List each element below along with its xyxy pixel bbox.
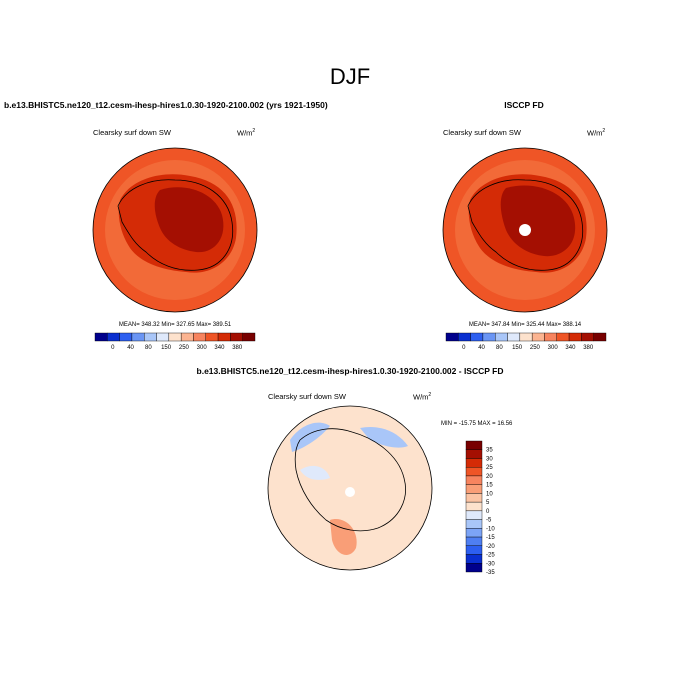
left-colorbar-tick-label: 380 [232, 345, 243, 351]
right-colorbar-swatch [482, 332, 496, 342]
right-colorbar-swatch [593, 332, 607, 342]
diff-colorbar-swatch [465, 563, 483, 573]
right-colorbar: 0 40 80 150 250 300 340 380 [445, 332, 607, 351]
left-colorbar-swatch [107, 332, 120, 342]
diff-colorbar-swatch [465, 449, 483, 459]
left-colorbar-swatch [230, 332, 243, 342]
left-colorbar-swatch [242, 332, 256, 342]
right-colorbar-tick-label: 150 [512, 345, 523, 351]
diff-colorbar-tick-label: -35 [486, 570, 495, 576]
right-colorbar-swatch [445, 332, 459, 342]
right-colorbar-tick-label: 80 [496, 345, 503, 351]
diff-map-border [267, 405, 433, 571]
left-colorbar: 0 40 80 150 250 300 340 380 [94, 332, 256, 351]
diff-colorbar-tick-label: 15 [486, 483, 493, 489]
diff-colorbar-tick-label: 20 [486, 474, 493, 480]
left-colorbar-tick-label: 340 [214, 345, 225, 351]
right-colorbar-swatch [519, 332, 533, 342]
right-colorbar-swatch [568, 332, 582, 342]
left-colorbar-swatch [131, 332, 145, 342]
diff-colorbar-tick-label: 5 [486, 500, 490, 506]
diff-colorbar-tick-label: -25 [486, 553, 495, 559]
diff-colorbar-tick-label: -15 [486, 535, 495, 541]
diff-colorbar-swatch [465, 501, 483, 512]
left-colorbar-tick-label: 150 [161, 345, 172, 351]
diff-colorbar-tick-label: 30 [486, 456, 493, 462]
main-title: DJF [329, 64, 371, 89]
diff-colorbar-swatch [465, 554, 483, 564]
left-colorbar-tick-label: 40 [127, 345, 134, 351]
left-colorbar-swatch [168, 332, 182, 342]
diff-colorbar-swatch [465, 536, 483, 546]
diff-colorbar-tick-label: -30 [486, 561, 495, 567]
right-colorbar-swatch [507, 332, 521, 342]
diff-colorbar-tick-label: 10 [486, 491, 493, 497]
right-colorbar-tick-label: 300 [548, 345, 559, 351]
diff-colorbar-swatch [465, 475, 483, 485]
left-map-border [92, 147, 258, 313]
diff-map [268, 406, 432, 570]
left-colorbar-swatch [217, 332, 231, 342]
left-colorbar-tick-label: 80 [145, 345, 152, 351]
diff-colorbar-tick-label: -10 [486, 526, 495, 532]
right-stats: MEAN= 347.84 Min= 325.44 Max= 388.14 [468, 322, 582, 328]
diff-colorbar-swatch [465, 484, 483, 494]
diff-colorbar-swatch [465, 467, 483, 477]
diff-colorbar: 35 30 25 20 15 10 5 0 -5 -10 -15 -20 -25 -30 -35 [465, 440, 495, 576]
diff-units: W/m2 [413, 392, 432, 402]
diff-colorbar-tick-label: 25 [486, 465, 493, 471]
right-colorbar-swatch [531, 332, 545, 342]
left-map [93, 148, 257, 312]
left-colorbar-swatch [193, 332, 206, 342]
left-colorbar-tick-label: 0 [111, 345, 115, 351]
diff-colorbar-swatch [465, 519, 483, 529]
right-colorbar-tick-label: 0 [462, 345, 466, 351]
diff-colorbar-swatch [465, 493, 483, 503]
right-colorbar-swatch [470, 332, 484, 342]
diff-colorbar-swatch [465, 545, 483, 555]
right-colorbar-tick-label: 340 [565, 345, 576, 351]
diff-colorbar-swatch [465, 458, 483, 468]
diff-colorbar-swatch [465, 528, 483, 538]
right-units: W/m2 [587, 128, 606, 138]
diff-stats: MIN = -15.75 MAX = 16.56 [441, 421, 513, 427]
right-colorbar-swatch [556, 332, 570, 342]
diff-colorbar-tick-label: 0 [486, 509, 490, 515]
diff-colorbar-tick-label: 35 [486, 448, 493, 454]
right-colorbar-swatch [544, 332, 557, 342]
right-colorbar-swatch [458, 332, 471, 342]
right-colorbar-tick-label: 250 [530, 345, 541, 351]
left-colorbar-swatch [180, 332, 194, 342]
right-colorbar-swatch [495, 332, 508, 342]
left-colorbar-swatch [94, 332, 108, 342]
left-colorbar-swatch [156, 332, 170, 342]
left-colorbar-tick-label: 300 [197, 345, 208, 351]
left-stats: MEAN= 348.32 Min= 327.65 Max= 389.51 [118, 322, 232, 328]
right-field-label: Clearsky surf down SW [443, 128, 521, 137]
diff-colorbar-swatch [465, 510, 483, 520]
diff-panel-title: b.e13.BHISTC5.ne120_t12.cesm-ihesp-hires… [196, 366, 504, 376]
diff-map-missing-pole [345, 487, 355, 497]
right-colorbar-swatch [581, 332, 594, 342]
left-colorbar-swatch [144, 332, 157, 342]
diff-colorbar-tick-label: -5 [486, 518, 492, 524]
left-colorbar-swatch [119, 332, 133, 342]
right-panel-title: ISCCP FD [504, 100, 544, 110]
diff-colorbar-swatch [465, 440, 483, 450]
left-colorbar-tick-label: 250 [179, 345, 190, 351]
diff-field-label: Clearsky surf down SW [268, 392, 346, 401]
left-units: W/m2 [237, 128, 256, 138]
left-colorbar-swatch [205, 332, 219, 342]
left-panel-title: b.e13.BHISTC5.ne120_t12.cesm-ihesp-hires… [4, 100, 328, 110]
left-field-label: Clearsky surf down SW [93, 128, 171, 137]
right-colorbar-tick-label: 380 [583, 345, 594, 351]
right-map [443, 148, 607, 312]
diff-colorbar-tick-label: -20 [486, 544, 495, 550]
right-colorbar-tick-label: 40 [478, 345, 485, 351]
right-map-missing-pole [519, 224, 531, 236]
right-map-border [442, 147, 608, 313]
